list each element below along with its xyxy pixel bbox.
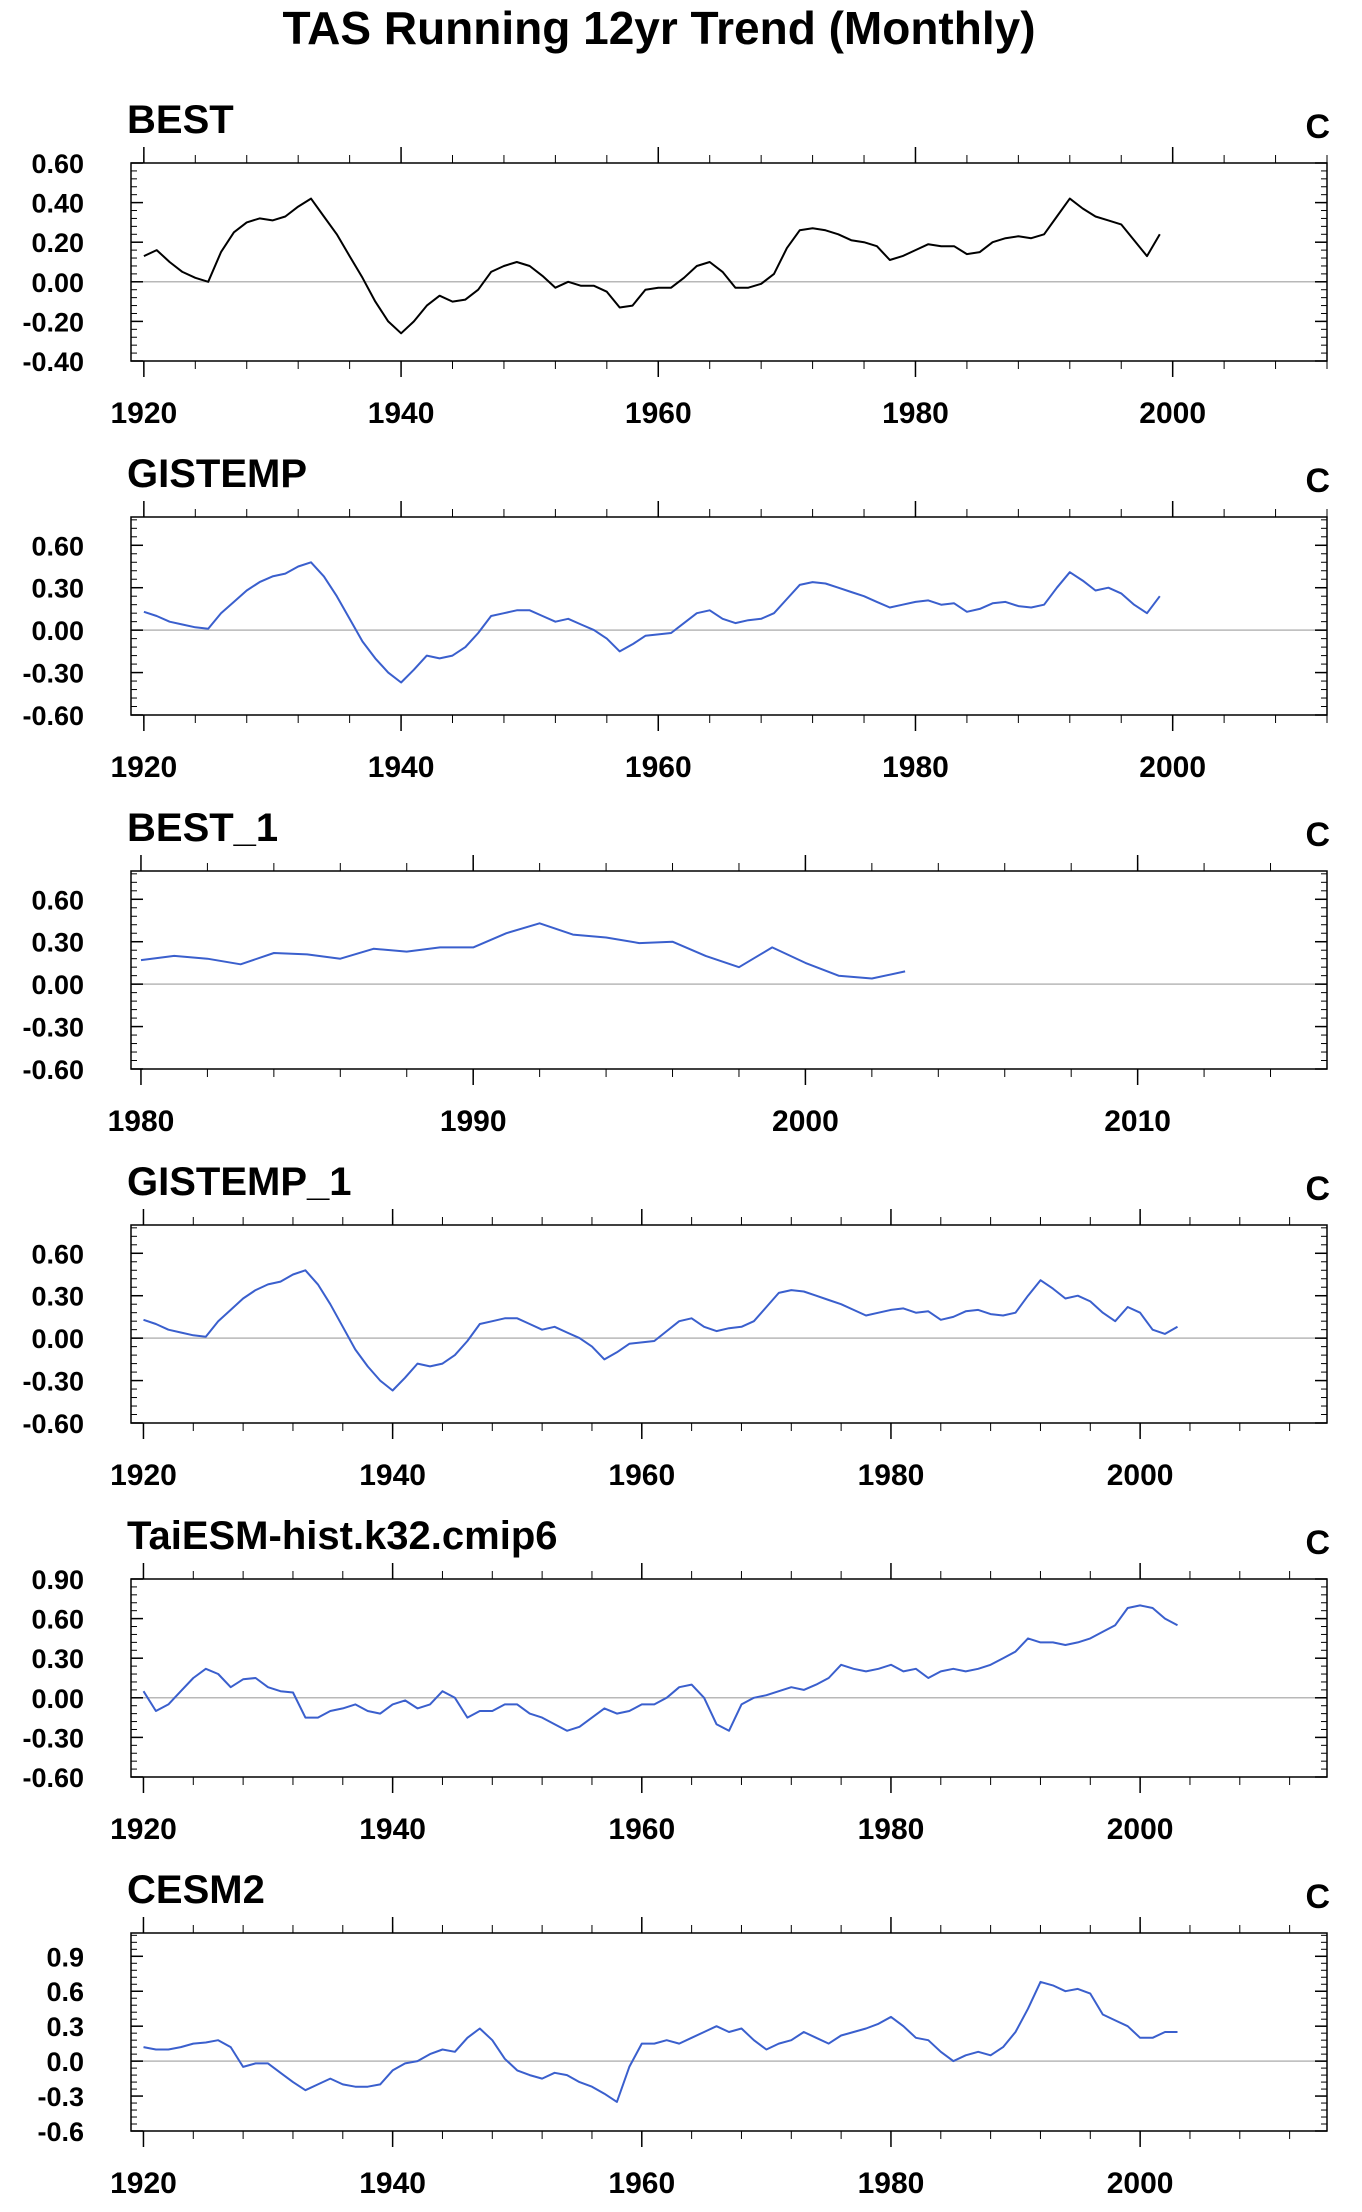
x-tick-label: 1960	[608, 1459, 675, 1492]
y-tick-label: 0.40	[31, 189, 84, 219]
panel-best-1: BEST_1 C 0.60 0.30 0.00 -0.30 -0.60 1980 1990 200…	[22, 806, 1330, 1138]
y-tick-label: 0.30	[31, 928, 84, 958]
panel-gistemp-1: GISTEMP_1 C 0.60 0.30 0.00 -0.30 -0.60 1920 1940…	[22, 1160, 1330, 1492]
x-tick-label: 1920	[110, 2167, 177, 2200]
y-tick-label: -0.3	[37, 2082, 84, 2112]
y-tick-label: -0.30	[22, 1723, 84, 1753]
panel-gistemp: GISTEMP C 0.60 0.30 0.00 -0.30 -0.60 1920 1940 19…	[22, 452, 1330, 784]
y-tick-label: 0.00	[31, 970, 84, 1000]
x-tick-label: 1940	[368, 397, 435, 430]
x-tick-label: 1980	[882, 397, 949, 430]
y-tick-label: 0.00	[31, 268, 84, 298]
y-tick-label: 0.30	[31, 1282, 84, 1312]
series-line-best	[143, 197, 1161, 335]
y-tick-label: -0.20	[22, 307, 84, 337]
plot-frame	[130, 1932, 1328, 2132]
y-tick-label: -0.30	[22, 659, 84, 689]
y-tick-label: 0.30	[31, 1644, 84, 1674]
x-tick-label: 1940	[359, 1459, 426, 1492]
y-tick-label: -0.60	[22, 1055, 84, 1085]
panel-best: BEST C 0.60 0.40 0.20 0.00 -0.20 -0.40 1920 1940 1…	[22, 98, 1330, 430]
y-tick-label: -0.6	[37, 2117, 84, 2147]
y-tick-label: 0.20	[31, 228, 84, 258]
y-tick-label: -0.60	[22, 1409, 84, 1439]
x-tick-label: 1980	[858, 2167, 925, 2200]
x-tick-label: 1940	[359, 2167, 426, 2200]
x-tick-label: 2010	[1104, 1105, 1171, 1138]
panel-title-cesm2: CESM2	[127, 1868, 265, 1912]
x-tick-label: 1920	[110, 397, 177, 430]
y-tick-label: 0.90	[31, 1565, 84, 1595]
y-tick-label: 0.00	[31, 1324, 84, 1354]
panel-taiesm-hist-k32-cmip6: TaiESM-hist.k32.cmip6 C 0.90 0.60 0.30 0.00 -0…	[22, 1514, 1330, 1846]
y-tick-label: 0.00	[31, 616, 84, 646]
y-tick-label: 0.60	[31, 1239, 84, 1269]
panel-cesm2: CESM2 C 0.9 0.6 0.3 0.0 -0.3 -0.6 1920 1940 1960 19…	[37, 1868, 1330, 2200]
plot-frame	[130, 870, 1328, 1070]
plot-frame	[130, 1224, 1328, 1424]
x-tick-label: 1980	[858, 1813, 925, 1846]
y-tick-label: -0.40	[22, 347, 84, 377]
series-line-gistemp-1	[143, 1269, 1178, 1392]
x-tick-label: 2000	[1107, 1813, 1174, 1846]
x-tick-label: 1920	[110, 751, 177, 784]
series-line-cesm2	[143, 1980, 1178, 2103]
figure-title: TAS Running 12yr Trend (Monthly)	[282, 2, 1035, 54]
x-tick-label: 1990	[440, 1105, 507, 1138]
panel-title-gistemp: GISTEMP	[127, 452, 307, 496]
y-tick-label: -0.60	[22, 1763, 84, 1793]
panel-units-cesm2: C	[1305, 1878, 1330, 1916]
y-tick-label: 0.6	[46, 1977, 84, 2007]
plot-frame	[130, 162, 1328, 362]
x-tick-label: 2000	[1139, 751, 1206, 784]
series-line-gistemp	[143, 561, 1161, 684]
x-tick-label: 1940	[368, 751, 435, 784]
y-tick-label: -0.60	[22, 701, 84, 731]
y-tick-label: 0.60	[31, 885, 84, 915]
x-tick-label: 1940	[359, 1813, 426, 1846]
panel-units-best-1: C	[1305, 816, 1330, 854]
x-tick-label: 1980	[858, 1459, 925, 1492]
x-tick-label: 1960	[608, 2167, 675, 2200]
series-line-taiesm-hist-k32-cmip6	[142, 1604, 1178, 1732]
plot-frame	[130, 1578, 1328, 1778]
y-tick-label: 0.30	[31, 574, 84, 604]
x-tick-label: 1960	[608, 1813, 675, 1846]
x-tick-label: 2000	[1107, 1459, 1174, 1492]
x-tick-label: 1980	[108, 1105, 175, 1138]
y-tick-label: 0.60	[31, 531, 84, 561]
plot-frame	[130, 516, 1328, 716]
panel-units-taiesm-hist-k32-cmip6: C	[1305, 1524, 1330, 1562]
panel-units-gistemp-1: C	[1305, 1170, 1330, 1208]
series-line-best-1	[140, 922, 906, 980]
panel-units-gistemp: C	[1305, 462, 1330, 500]
x-tick-label: 1960	[625, 751, 692, 784]
y-tick-label: 0.3	[46, 2012, 84, 2042]
y-tick-label: 0.60	[31, 1605, 84, 1635]
x-tick-label: 1920	[110, 1459, 177, 1492]
panel-title-gistemp-1: GISTEMP_1	[127, 1160, 352, 1204]
y-tick-label: 0.00	[31, 1684, 84, 1714]
panel-title-taiesm-hist-k32-cmip6: TaiESM-hist.k32.cmip6	[127, 1514, 558, 1558]
x-tick-label: 1920	[110, 1813, 177, 1846]
y-tick-label: 0.0	[46, 2047, 84, 2077]
x-tick-label: 2000	[772, 1105, 839, 1138]
y-tick-label: 0.9	[46, 1942, 84, 1972]
x-tick-label: 1960	[625, 397, 692, 430]
panel-title-best-1: BEST_1	[127, 806, 278, 850]
x-tick-label: 2000	[1139, 397, 1206, 430]
panel-units-best: C	[1305, 108, 1330, 146]
x-tick-label: 2000	[1107, 2167, 1174, 2200]
y-tick-label: 0.60	[31, 149, 84, 179]
panel-title-best: BEST	[127, 98, 234, 142]
x-tick-label: 1980	[882, 751, 949, 784]
y-tick-label: -0.30	[22, 1013, 84, 1043]
y-tick-label: -0.30	[22, 1367, 84, 1397]
